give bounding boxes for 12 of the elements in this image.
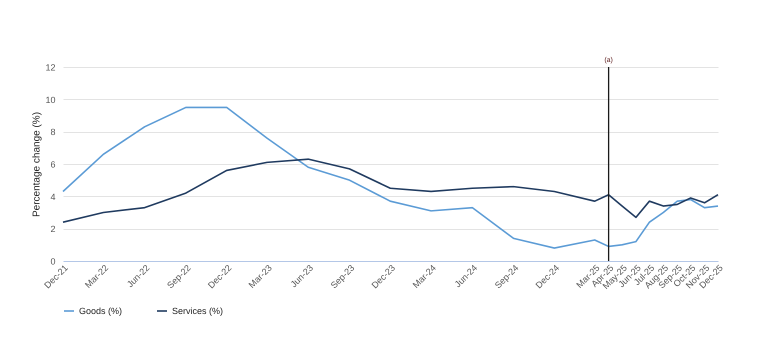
y-tick-label: 6 (50, 160, 56, 170)
y-tick-label: 10 (45, 94, 56, 105)
y-tick-label: 4 (50, 192, 56, 202)
y-axis-title: Percentage change (%) (31, 112, 42, 218)
legend-label: Goods (%) (79, 306, 122, 316)
y-tick-label: 8 (50, 127, 56, 138)
y-tick-label: 0 (50, 256, 56, 266)
y-tick-label: 2 (50, 224, 56, 234)
line-series (62, 158, 719, 223)
line-series (62, 106, 719, 249)
legend-label: Services (%) (172, 306, 224, 316)
y-tick-label: 12 (45, 62, 56, 72)
